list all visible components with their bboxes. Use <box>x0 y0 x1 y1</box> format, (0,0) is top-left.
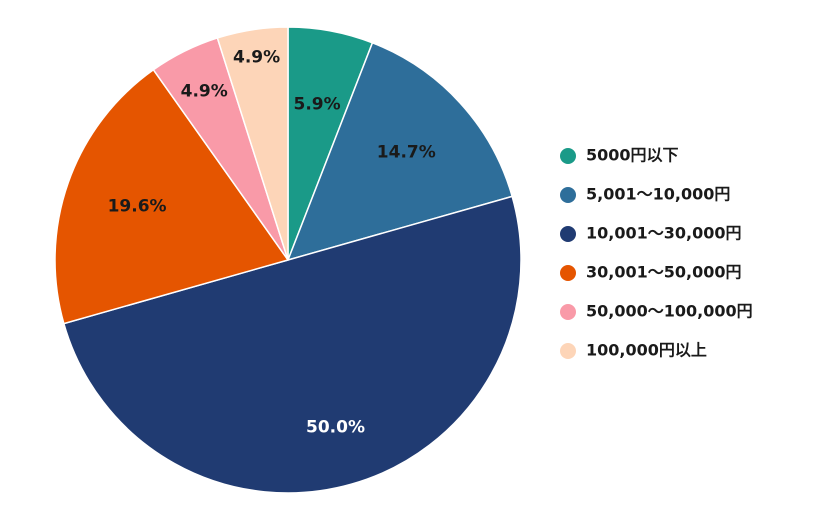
legend-item-5: 50,000～100,000円 <box>560 302 753 321</box>
slice-label-2: 14.7% <box>377 142 436 162</box>
pie-slices <box>54 26 522 494</box>
legend-label-3: 10,001～30,000円 <box>586 224 742 243</box>
legend-item-3: 10,001～30,000円 <box>560 224 742 243</box>
pie-slice-2 <box>286 41 514 262</box>
legend-item-2: 5,001～10,000円 <box>560 185 730 204</box>
pie-slice-6 <box>216 26 289 261</box>
legend-label-5: 50,000～100,000円 <box>586 302 753 321</box>
legend-label-4: 30,001～50,000円 <box>586 263 742 282</box>
legend-swatch-4 <box>560 265 576 281</box>
legend-swatch-3 <box>560 226 576 242</box>
legend-item-6: 100,000円以上 <box>560 341 707 360</box>
legend-item-1: 5000円以下 <box>560 146 679 165</box>
legend-swatch-2 <box>560 187 576 203</box>
legend-swatch-5 <box>560 304 576 320</box>
slice-label-4: 19.6% <box>108 197 167 217</box>
legend-label-2: 5,001～10,000円 <box>586 185 730 204</box>
legend-label-6: 100,000円以上 <box>586 341 707 360</box>
legend-swatch-6 <box>560 343 576 359</box>
pie-slice-4 <box>54 68 290 325</box>
slice-label-1: 5.9% <box>294 95 341 115</box>
pie-slice-labels: 5.9% 14.7% 50.0% 19.6% 4.9%4.9% <box>108 47 436 437</box>
slice-label-6: 4.9% <box>233 47 280 67</box>
slice-label-5: 4.9% <box>181 82 228 102</box>
legend-label-1: 5000円以下 <box>586 146 679 165</box>
legend-swatch-1 <box>560 148 576 164</box>
pie-slice-3 <box>62 195 522 494</box>
slice-label-3: 50.0% <box>306 417 365 437</box>
legend-item-4: 30,001～50,000円 <box>560 263 742 282</box>
legend: 5000円以下 5,001～10,000円 10,001～30,000円 30,001… <box>560 146 753 360</box>
